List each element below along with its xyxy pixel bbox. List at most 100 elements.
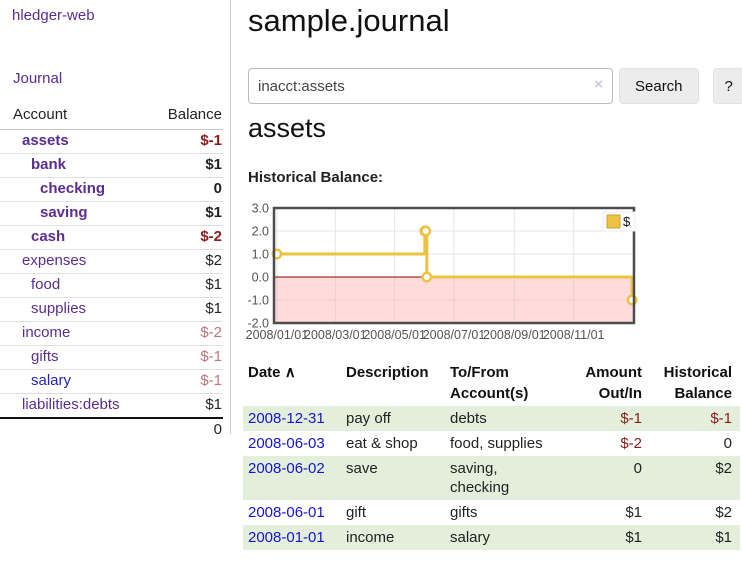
transaction-amount: 0 — [633, 460, 642, 477]
transaction-accounts: food, supplies — [450, 435, 543, 452]
transaction-amount: $1 — [625, 529, 642, 546]
description-column-header: Description — [346, 364, 429, 381]
account-balance-value: $-1 — [152, 129, 223, 154]
historical-balance-chart: $3.0 2.0 1.0 0.0 -1.0 -2.02008/01/012008/03/0… — [246, 202, 638, 342]
transaction-description: income — [346, 529, 395, 546]
transaction-accounts: gifts — [450, 504, 478, 521]
transaction-accounts: debts — [450, 410, 487, 427]
sidebar-account-link[interactable]: assets — [22, 132, 69, 149]
y-axis-tick-label: -1.0 — [247, 294, 269, 308]
register-row: 2008-01-01 income salary $1 $1 — [243, 525, 740, 550]
transaction-amount: $-2 — [620, 435, 642, 452]
account-balance-value: $1 — [152, 153, 223, 178]
transaction-description: gift — [346, 504, 367, 521]
account-row: gifts $-1 — [0, 345, 223, 370]
account-balance-value: $1 — [152, 201, 223, 226]
register-row: 2008-12-31 pay off debts $-1 $-1 — [243, 406, 740, 431]
legend-swatch — [606, 214, 621, 229]
transaction-accounts: saving, checking — [450, 460, 510, 496]
account-row: salary $-1 — [0, 369, 223, 394]
page-title: sample.journal — [248, 3, 450, 38]
sidebar-account-link[interactable]: saving — [40, 204, 88, 221]
x-axis-tick-label: 2008/09/01 — [483, 328, 546, 342]
account-balance-value: 0 — [152, 177, 223, 202]
sidebar: hledger-web Journal Account Balance asse… — [0, 0, 231, 442]
data-point-marker — [420, 225, 432, 237]
sidebar-account-link[interactable]: liabilities:debts — [22, 396, 120, 413]
account-balance-value: $1 — [152, 297, 223, 322]
account-row: liabilities:debts $1 — [0, 393, 223, 419]
search-button[interactable]: Search — [619, 68, 699, 104]
transaction-balance: $2 — [715, 504, 732, 521]
sidebar-item-journal[interactable]: Journal — [13, 70, 63, 87]
date-column-header[interactable]: Date ∧ — [248, 364, 296, 381]
sidebar-account-link[interactable]: gifts — [31, 348, 59, 365]
transaction-balance: $1 — [715, 529, 732, 546]
account-row: cash $-2 — [0, 225, 223, 250]
account-row: food $1 — [0, 273, 223, 298]
y-axis-tick-label: -2.0 — [247, 317, 269, 331]
account-row: income $-2 — [0, 321, 223, 346]
negative-region — [274, 277, 634, 323]
register-header-row: Date ∧ Description To/From Account(s) Am… — [243, 360, 740, 406]
transaction-date-link[interactable]: 2008-06-01 — [248, 504, 325, 521]
register-row: 2008-06-01 gift gifts $1 $2 — [243, 500, 740, 525]
brand-link[interactable]: hledger-web — [12, 7, 95, 24]
accounts-column-header: To/From Account(s) — [450, 364, 529, 402]
balance-table-header-row: Account Balance — [0, 102, 223, 130]
account-balance-value: $2 — [152, 249, 223, 274]
grand-total-row: 0 — [0, 417, 223, 442]
transaction-description: pay off — [346, 410, 391, 427]
sidebar-account-link[interactable]: salary — [31, 372, 72, 389]
register-row: 2008-06-03 eat & shop food, supplies $-2 0 — [243, 431, 740, 456]
x-axis-tick-label: 2008/11/01 — [543, 328, 605, 342]
account-column-header: Account — [0, 102, 153, 130]
account-row: saving $1 — [0, 201, 223, 226]
account-row: expenses $2 — [0, 249, 223, 274]
transaction-balance: $2 — [715, 460, 732, 477]
sidebar-account-link[interactable]: cash — [31, 228, 66, 245]
sidebar-account-link[interactable]: checking — [40, 180, 106, 197]
y-axis-tick-label: 0.0 — [252, 271, 269, 285]
sidebar-account-link[interactable]: supplies — [31, 300, 87, 317]
main-content: sample.journal × Search ? assets Histori… — [243, 0, 742, 582]
account-balance-value: $1 — [152, 273, 223, 298]
sidebar-account-link[interactable]: bank — [31, 156, 67, 173]
transaction-date-link[interactable]: 2008-01-01 — [248, 529, 325, 546]
sidebar-account-link[interactable]: expenses — [22, 252, 87, 269]
accounts-balance-table: Account Balance assets $-1 bank $1 checking 0… — [0, 102, 223, 442]
transaction-balance: 0 — [723, 435, 732, 452]
amount-column-header: Amount Out/In — [585, 364, 642, 402]
search-input[interactable] — [248, 68, 613, 104]
help-button[interactable]: ? — [712, 68, 742, 104]
transaction-date-link[interactable]: 2008-06-02 — [248, 460, 325, 477]
data-point-marker — [421, 271, 433, 283]
clear-search-icon[interactable]: × — [594, 76, 603, 93]
account-balance-value: $-1 — [152, 345, 223, 370]
transaction-description: eat & shop — [346, 435, 418, 452]
account-heading: assets — [248, 113, 327, 143]
sidebar-account-link[interactable]: income — [22, 324, 71, 341]
x-axis-tick-label: 2008/03/01 — [304, 328, 367, 342]
search-box: × — [248, 68, 613, 104]
chart-title: Historical Balance: — [248, 169, 384, 186]
sort-ascending-icon: ∧ — [284, 364, 296, 381]
y-axis-tick-label: 1.0 — [252, 248, 269, 262]
account-balance-value: $-1 — [152, 369, 223, 394]
balance-column-header: Balance — [152, 102, 223, 130]
transaction-accounts: salary — [450, 529, 491, 546]
transaction-date-link[interactable]: 2008-06-03 — [248, 435, 325, 452]
register-row: 2008-06-02 save saving, checking 0 $2 — [243, 456, 740, 500]
transaction-amount: $1 — [625, 504, 642, 521]
sidebar-account-link[interactable]: food — [31, 276, 61, 293]
transaction-description: save — [346, 460, 378, 477]
transaction-date-link[interactable]: 2008-12-31 — [248, 410, 325, 427]
account-balance-value: $-2 — [152, 225, 223, 250]
account-row: assets $-1 — [0, 129, 223, 154]
account-row: bank $1 — [0, 153, 223, 178]
account-balance-value: $1 — [152, 393, 223, 419]
balance-column-header: Historical Balance — [663, 364, 732, 402]
account-row: supplies $1 — [0, 297, 223, 322]
account-balance-value: $-2 — [152, 321, 223, 346]
x-axis-tick-label: 2008/05/01 — [363, 328, 426, 342]
